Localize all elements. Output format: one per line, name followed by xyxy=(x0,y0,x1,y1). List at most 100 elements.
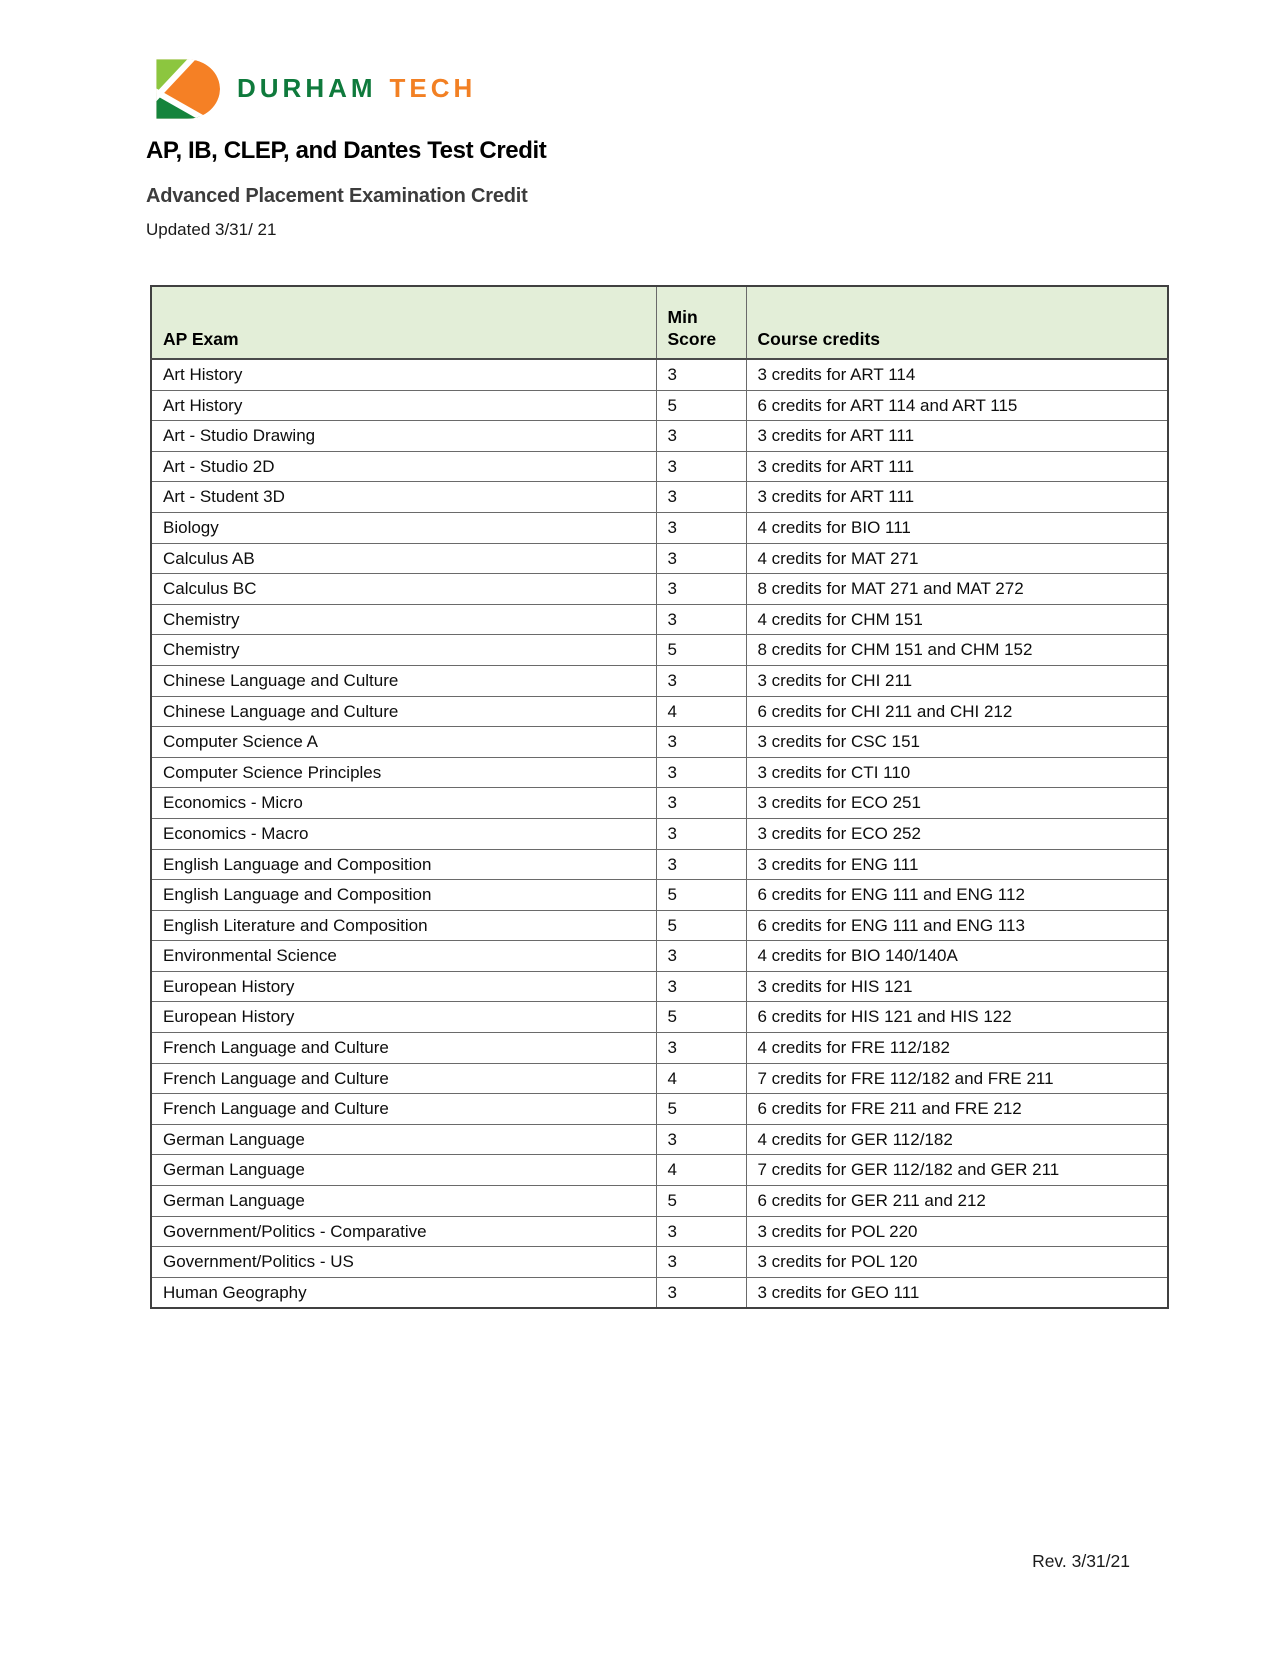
exam-cell: Human Geography xyxy=(150,1276,657,1309)
table-row: English Literature and Composition 5 6 cre… xyxy=(150,909,1169,942)
durham-tech-wordmark: DURHAM TECH xyxy=(237,73,476,104)
exam-cell: European History xyxy=(150,970,657,1003)
exam-cell: Chemistry xyxy=(150,634,657,666)
table-body: Art History 3 3 credits for ART 114 Art His… xyxy=(150,358,1169,1309)
table-row: Government/Politics - Comparative 3 3 cred… xyxy=(150,1215,1169,1248)
exam-cell: Art - Studio 2D xyxy=(150,450,657,483)
credits-cell: 7 credits for FRE 112/182 and FRE 211 xyxy=(745,1062,1169,1095)
table-row: Computer Science Principles 3 3 credits fo… xyxy=(150,756,1169,789)
score-cell: 5 xyxy=(655,1185,747,1217)
credits-cell: 6 credits for ART 114 and ART 115 xyxy=(745,389,1169,422)
credits-cell: 6 credits for HIS 121 and HIS 122 xyxy=(745,1001,1169,1034)
score-cell: 3 xyxy=(655,481,747,513)
revision-note: Rev. 3/31/21 xyxy=(1032,1551,1130,1571)
credits-cell: 4 credits for GER 112/182 xyxy=(745,1123,1169,1156)
score-cell: 3 xyxy=(655,970,747,1003)
credits-cell: 4 credits for FRE 112/182 xyxy=(745,1032,1169,1064)
credits-cell: 3 credits for ECO 252 xyxy=(745,817,1169,850)
exam-cell: Art History xyxy=(150,389,657,422)
col-header-min-score: Min Score xyxy=(655,285,747,360)
exam-cell: French Language and Culture xyxy=(150,1093,657,1125)
exam-cell: Chinese Language and Culture xyxy=(150,695,657,728)
table-row: German Language 3 4 credits for GER 112/18… xyxy=(150,1123,1169,1156)
exam-cell: German Language xyxy=(150,1123,657,1156)
score-cell: 3 xyxy=(655,420,747,452)
credits-cell: 3 credits for HIS 121 xyxy=(745,970,1169,1003)
credits-cell: 8 credits for MAT 271 and MAT 272 xyxy=(745,573,1169,605)
table-row: French Language and Culture 3 4 credits fo… xyxy=(150,1032,1169,1064)
table-header: AP Exam Min Score Course credits xyxy=(150,285,1169,360)
exam-cell: English Language and Composition xyxy=(150,848,657,881)
credits-cell: 7 credits for GER 112/182 and GER 211 xyxy=(745,1154,1169,1187)
credits-cell: 3 credits for ART 114 xyxy=(745,358,1169,391)
score-cell: 3 xyxy=(655,450,747,483)
exam-cell: Calculus AB xyxy=(150,542,657,575)
credits-cell: 6 credits for GER 211 and 212 xyxy=(745,1185,1169,1217)
table-row: Art History 5 6 credits for ART 114 and AR… xyxy=(150,389,1169,422)
credits-cell: 3 credits for CHI 211 xyxy=(745,664,1169,697)
exam-cell: English Literature and Composition xyxy=(150,909,657,942)
table-row: Art - Student 3D 3 3 credits for ART 111 xyxy=(150,481,1169,513)
page-title: AP, IB, CLEP, and Dantes Test Credit xyxy=(146,137,547,164)
table-row: Art - Studio 2D 3 3 credits for ART 111 xyxy=(150,450,1169,483)
table-row: Calculus BC 3 8 credits for MAT 271 and MA… xyxy=(150,573,1169,605)
table-row: English Language and Composition 5 6 credi… xyxy=(150,879,1169,911)
table-row: European History 3 3 credits for HIS 121 xyxy=(150,970,1169,1003)
score-cell: 5 xyxy=(655,1093,747,1125)
table-row: English Language and Composition 3 3 credi… xyxy=(150,848,1169,881)
exam-cell: English Language and Composition xyxy=(150,879,657,911)
score-cell: 5 xyxy=(655,389,747,422)
credits-cell: 6 credits for ENG 111 and ENG 112 xyxy=(745,879,1169,911)
score-cell: 5 xyxy=(655,879,747,911)
score-cell: 5 xyxy=(655,1001,747,1034)
exam-cell: Economics - Macro xyxy=(150,817,657,850)
col-header-course-credits: Course credits xyxy=(745,285,1169,360)
table-row: French Language and Culture 5 6 credits fo… xyxy=(150,1093,1169,1125)
score-cell: 3 xyxy=(655,756,747,789)
credits-cell: 3 credits for CTI 110 xyxy=(745,756,1169,789)
updated-date: Updated 3/31/ 21 xyxy=(146,220,277,239)
table-header-row: AP Exam Min Score Course credits xyxy=(150,285,1169,360)
score-cell: 3 xyxy=(655,664,747,697)
exam-cell: Art - Student 3D xyxy=(150,481,657,513)
exam-cell: Art History xyxy=(150,358,657,391)
exam-cell: German Language xyxy=(150,1185,657,1217)
credits-cell: 3 credits for ECO 251 xyxy=(745,787,1169,819)
col-header-ap-exam: AP Exam xyxy=(150,285,657,360)
credits-cell: 4 credits for CHM 151 xyxy=(745,603,1169,636)
score-cell: 5 xyxy=(655,634,747,666)
score-cell: 4 xyxy=(655,1062,747,1095)
credits-cell: 6 credits for ENG 111 and ENG 113 xyxy=(745,909,1169,942)
exam-cell: Computer Science Principles xyxy=(150,756,657,789)
score-cell: 3 xyxy=(655,787,747,819)
score-cell: 3 xyxy=(655,940,747,972)
table-row: French Language and Culture 4 7 credits fo… xyxy=(150,1062,1169,1095)
score-cell: 3 xyxy=(655,1246,747,1278)
table-row: Chemistry 3 4 credits for CHM 151 xyxy=(150,603,1169,636)
durham-tech-logo-icon xyxy=(156,59,220,119)
table-row: Biology 3 4 credits for BIO 111 xyxy=(150,511,1169,544)
score-cell: 3 xyxy=(655,542,747,575)
credits-cell: 3 credits for ART 111 xyxy=(745,481,1169,513)
ap-credit-table: AP Exam Min Score Course credits Art His… xyxy=(150,285,1169,1310)
table-row: Chinese Language and Culture 3 3 credits f… xyxy=(150,664,1169,697)
credits-cell: 6 credits for CHI 211 and CHI 212 xyxy=(745,695,1169,728)
score-cell: 3 xyxy=(655,573,747,605)
table-row: Government/Politics - US 3 3 credits for P… xyxy=(150,1246,1169,1278)
credits-cell: 3 credits for ENG 111 xyxy=(745,848,1169,881)
credits-cell: 3 credits for ART 111 xyxy=(745,450,1169,483)
credits-cell: 3 credits for POL 120 xyxy=(745,1246,1169,1278)
exam-cell: Chemistry xyxy=(150,603,657,636)
table-row: Art History 3 3 credits for ART 114 xyxy=(150,358,1169,391)
score-cell: 3 xyxy=(655,1215,747,1248)
score-cell: 3 xyxy=(655,1123,747,1156)
score-cell: 3 xyxy=(655,511,747,544)
score-cell: 5 xyxy=(655,909,747,942)
exam-cell: French Language and Culture xyxy=(150,1062,657,1095)
table-row: Chemistry 5 8 credits for CHM 151 and CHM … xyxy=(150,634,1169,666)
section-subtitle: Advanced Placement Examination Credit xyxy=(146,185,528,207)
exam-cell: Art - Studio Drawing xyxy=(150,420,657,452)
score-cell: 4 xyxy=(655,1154,747,1187)
score-cell: 3 xyxy=(655,848,747,881)
table-row: Art - Studio Drawing 3 3 credits for ART 1… xyxy=(150,420,1169,452)
